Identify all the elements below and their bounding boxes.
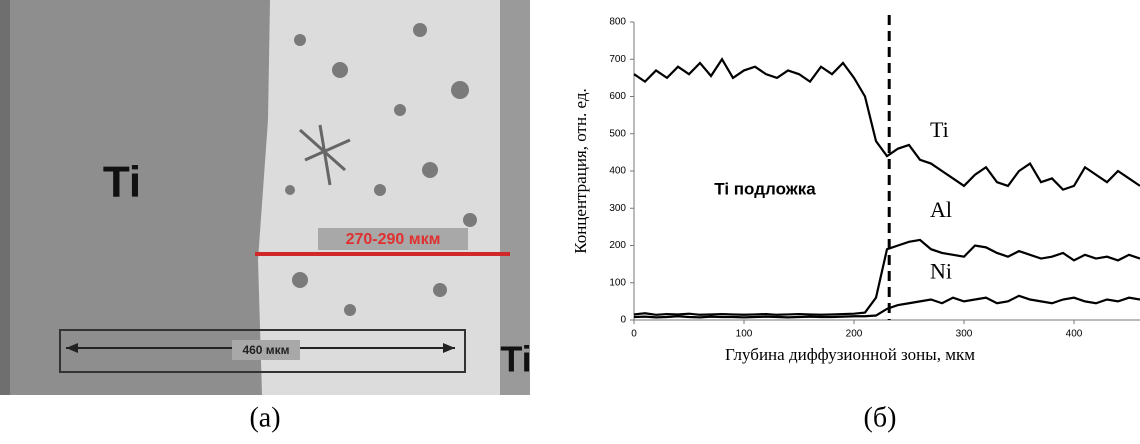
series-label: Ni xyxy=(930,258,952,283)
annotation: Ti подложка xyxy=(714,179,816,198)
label-zone-width: 270-290 мкм xyxy=(346,231,441,248)
label-ti: Ti xyxy=(103,158,141,207)
x-tick-label: 300 xyxy=(956,329,973,340)
y-tick-label: 800 xyxy=(609,17,626,28)
x-tick-label: 200 xyxy=(846,329,863,340)
label-box xyxy=(318,228,468,250)
x-axis-label: Глубина диффузионной зоны, мкм xyxy=(725,345,975,364)
caption-b: (б) xyxy=(864,402,897,433)
y-tick-label: 200 xyxy=(609,240,626,251)
label-ti-right: Ti xyxy=(500,339,531,380)
caption-a: (а) xyxy=(249,402,280,433)
ti-strip xyxy=(500,0,530,395)
diffusion-zone xyxy=(258,0,505,395)
micrograph: Ti 270-290 мкм 460 мкм Ti xyxy=(0,0,532,395)
y-tick-label: 600 xyxy=(609,91,626,102)
y-tick-label: 700 xyxy=(609,54,626,65)
x-tick-label: 400 xyxy=(1066,329,1083,340)
edge xyxy=(0,0,10,395)
dendrites xyxy=(285,23,477,316)
scale-label-box xyxy=(232,340,300,360)
label-scale: 460 мкм xyxy=(242,343,289,357)
x-tick-label: 0 xyxy=(631,329,637,340)
y-tick-label: 0 xyxy=(620,315,626,326)
series-line xyxy=(633,238,1140,316)
series-label: Ti xyxy=(930,117,949,142)
y-tick-label: 300 xyxy=(609,203,626,214)
series-line xyxy=(633,57,1140,191)
y-tick-label: 500 xyxy=(609,128,626,139)
y-axis-label: Концентрация, отн. ед. xyxy=(571,88,590,254)
y-tick-label: 400 xyxy=(609,166,626,177)
x-tick-label: 100 xyxy=(736,329,753,340)
series-line xyxy=(633,294,1140,319)
y-tick-label: 100 xyxy=(609,277,626,288)
scale-box xyxy=(59,329,466,373)
series-label: Al xyxy=(930,197,952,222)
